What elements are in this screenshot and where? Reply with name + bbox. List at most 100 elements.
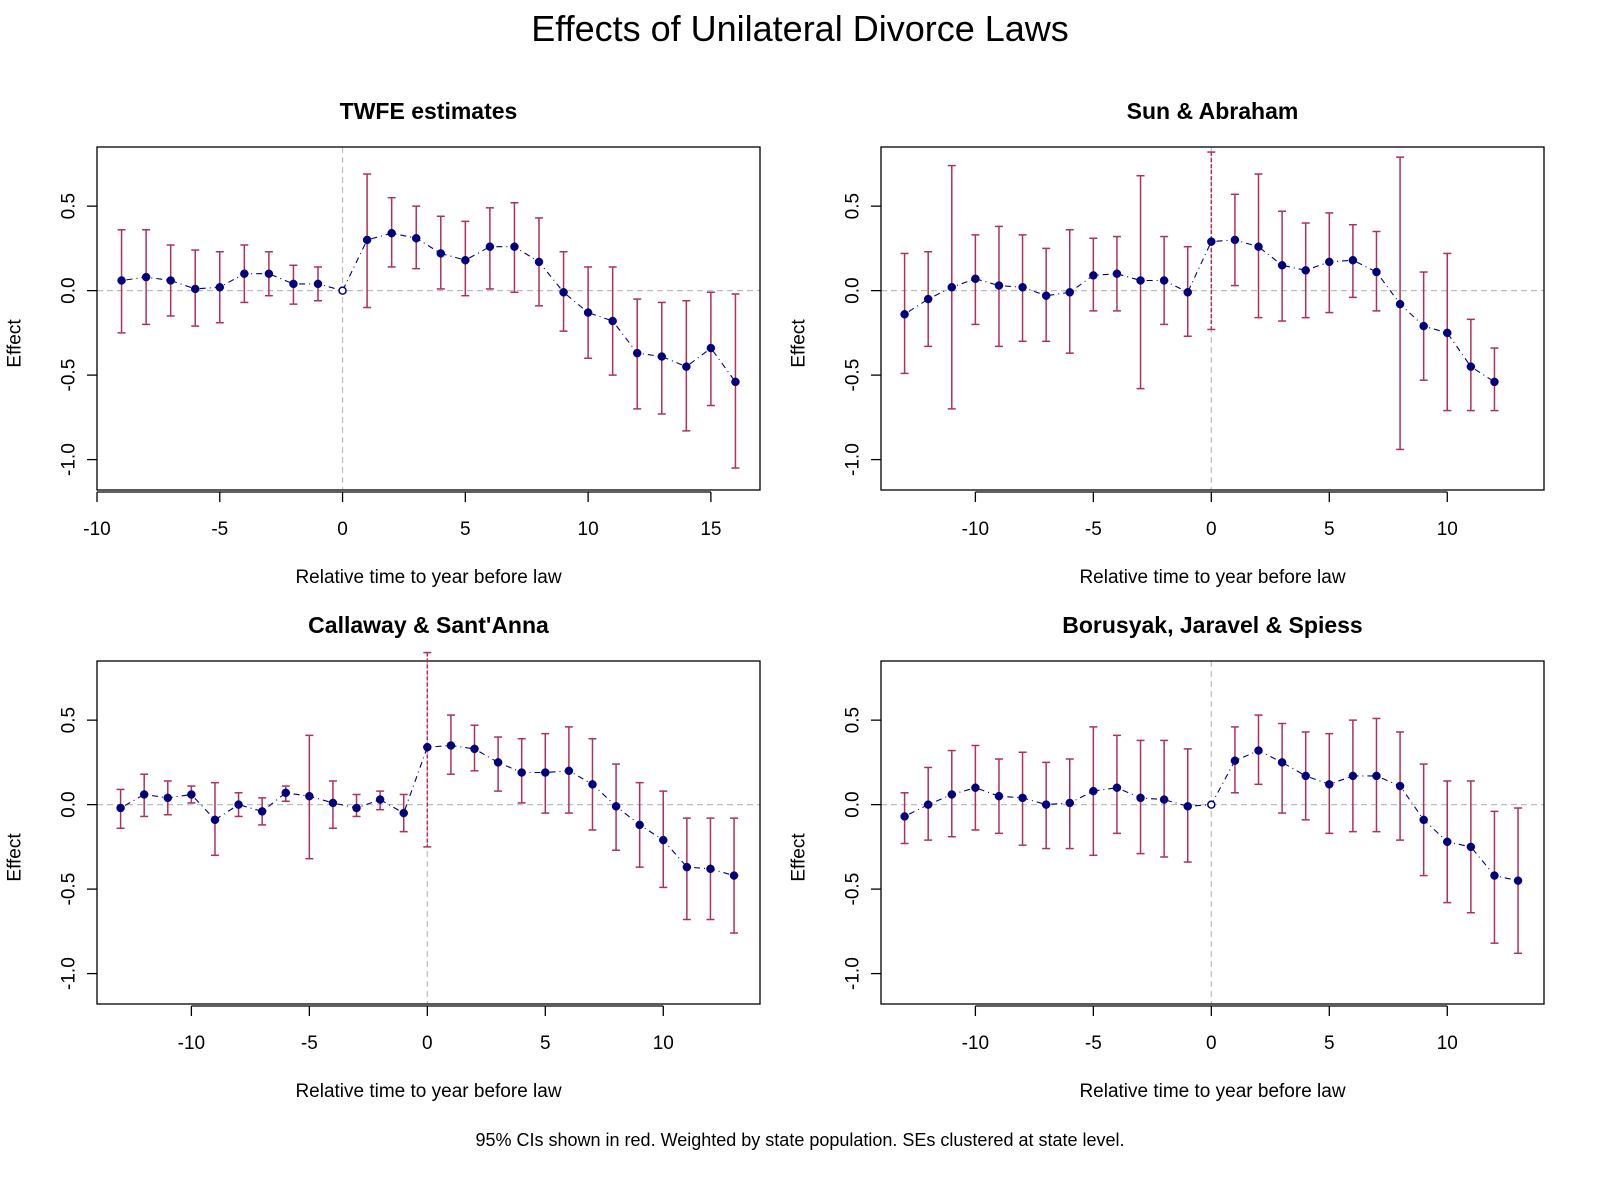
panel-4: Borusyak, Jaravel & Spiess -10 -5 0 5 10 Relat… — [789, 612, 1545, 1102]
x-tick-label: -5 — [301, 1033, 318, 1054]
y-axis-label: Effect — [5, 319, 26, 368]
data-point — [1348, 255, 1358, 265]
data-point — [257, 807, 267, 816]
x-tick-label: 5 — [540, 1033, 551, 1054]
data-point — [541, 768, 550, 777]
data-point — [1159, 276, 1169, 285]
data-point — [1112, 783, 1122, 792]
data-point — [1301, 771, 1310, 781]
x-tick-label: 0 — [1206, 1033, 1217, 1054]
x-tick-label: -10 — [962, 1033, 989, 1054]
y-tick-label: -1.0 — [843, 443, 864, 476]
y-tick-label: -0.5 — [59, 359, 80, 392]
data-point — [659, 835, 668, 845]
data-point — [1136, 793, 1145, 803]
data-point — [1419, 815, 1428, 825]
plot-frame — [880, 146, 1545, 491]
data-point — [190, 284, 200, 294]
data-point — [611, 802, 621, 811]
data-point — [352, 803, 361, 813]
y-axis-label: Effect — [789, 319, 810, 368]
y-tick-label: -0.5 — [843, 359, 864, 392]
data-point — [1065, 798, 1075, 808]
panel-title: Sun & Abraham — [1127, 98, 1299, 124]
data-point — [1372, 267, 1381, 277]
plot-frame — [96, 146, 761, 491]
y-tick-label: 0.0 — [59, 277, 80, 303]
data-point — [1443, 328, 1452, 338]
y-tick-label: -1.0 — [59, 957, 80, 990]
x-tick-label: -5 — [211, 519, 228, 540]
data-point — [1159, 795, 1169, 804]
data-point — [729, 871, 739, 880]
panel-1: TWFE estimates -10 -5 0 5 10 15 Relative time t… — [5, 98, 761, 588]
y-tick-label: 0.5 — [843, 707, 864, 733]
panel-title: Borusyak, Jaravel & Spiess — [1062, 612, 1362, 638]
data-point — [1183, 802, 1192, 811]
y-tick-label: 0.5 — [843, 193, 864, 219]
y-tick-label: -0.5 — [843, 873, 864, 906]
data-point — [362, 235, 372, 245]
plot-frame — [880, 660, 1545, 1005]
x-tick-label: 10 — [578, 519, 599, 540]
data-point — [1325, 257, 1334, 267]
data-point — [1301, 266, 1310, 275]
data-point — [423, 742, 432, 752]
data-point — [1018, 793, 1027, 803]
data-point — [1254, 746, 1263, 755]
data-point — [1112, 269, 1122, 278]
y-tick-label: 0.5 — [59, 707, 80, 733]
data-point — [682, 362, 691, 371]
data-point — [534, 257, 544, 267]
data-point — [493, 758, 503, 767]
data-point — [1443, 837, 1452, 847]
data-point — [706, 343, 716, 353]
data-point — [632, 348, 642, 358]
data-point — [947, 790, 957, 799]
data-point — [215, 282, 225, 292]
data-point — [240, 269, 249, 278]
data-point — [510, 242, 519, 251]
ci-bar — [1278, 722, 1287, 814]
x-tick-label: 10 — [1437, 519, 1458, 540]
x-axis-label: Relative time to year before law — [1079, 567, 1345, 588]
y-tick-label: 0.5 — [59, 193, 80, 219]
x-tick-label: 0 — [1206, 519, 1217, 540]
data-point — [635, 820, 644, 830]
data-point — [375, 795, 385, 804]
series-line — [121, 232, 736, 383]
data-point — [1490, 377, 1499, 387]
data-point — [923, 800, 933, 809]
data-point — [994, 791, 1004, 801]
data-point — [1490, 871, 1499, 880]
data-point — [1065, 288, 1075, 297]
series-line — [904, 239, 1495, 383]
data-point — [559, 288, 568, 297]
ci-bar — [1207, 151, 1216, 331]
data-point — [387, 228, 396, 238]
data-point — [234, 800, 243, 809]
x-tick-label: 5 — [460, 519, 471, 540]
data-point — [1207, 237, 1216, 246]
data-point — [210, 815, 220, 825]
data-point — [1089, 271, 1098, 280]
panel-title: Callaway & Sant'Anna — [308, 612, 549, 638]
data-point — [947, 282, 957, 292]
data-point — [517, 768, 526, 777]
data-point — [436, 249, 446, 258]
plot-frame — [96, 660, 761, 1005]
data-point — [281, 788, 291, 798]
panel-title: TWFE estimates — [340, 98, 518, 124]
y-axis-label: Effect — [789, 833, 810, 882]
x-tick-label: -10 — [962, 519, 989, 540]
data-point — [264, 269, 274, 278]
data-point — [1230, 235, 1240, 245]
data-point — [1277, 758, 1287, 767]
x-tick-label: 0 — [337, 519, 348, 540]
data-point — [731, 377, 740, 387]
data-point — [923, 294, 933, 304]
data-point — [313, 279, 323, 289]
x-tick-label: -5 — [1085, 1033, 1102, 1054]
data-point — [485, 242, 495, 251]
data-point — [682, 862, 692, 872]
